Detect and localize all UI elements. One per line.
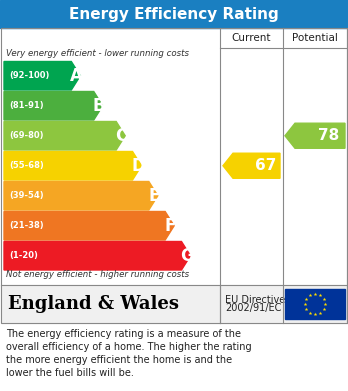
Text: (81-91): (81-91) [9, 101, 44, 110]
Text: Not energy efficient - higher running costs: Not energy efficient - higher running co… [6, 270, 189, 279]
Bar [285, 289, 345, 319]
Text: The energy efficiency rating is a measure of the: The energy efficiency rating is a measur… [6, 329, 241, 339]
Polygon shape [4, 212, 174, 240]
Text: G: G [180, 247, 194, 265]
Polygon shape [285, 123, 345, 148]
Text: lower the fuel bills will be.: lower the fuel bills will be. [6, 368, 134, 378]
Text: Energy Efficiency Rating: Energy Efficiency Rating [69, 7, 279, 22]
Text: overall efficiency of a home. The higher the rating: overall efficiency of a home. The higher… [6, 342, 252, 352]
Text: EU Directive: EU Directive [225, 295, 285, 305]
Text: (69-80): (69-80) [9, 131, 44, 140]
Text: (21-38): (21-38) [9, 221, 44, 230]
Bar [1, 28, 347, 323]
Text: 67: 67 [255, 158, 277, 173]
Polygon shape [4, 122, 125, 150]
Text: (55-68): (55-68) [9, 161, 44, 170]
Text: C: C [116, 127, 128, 145]
Text: England & Wales: England & Wales [8, 295, 179, 313]
Text: Current: Current [232, 33, 271, 43]
Text: A: A [70, 67, 83, 85]
Text: E: E [149, 187, 160, 205]
Bar [0, 0, 348, 28]
Text: 78: 78 [318, 128, 340, 143]
Text: (1-20): (1-20) [9, 251, 38, 260]
Text: D: D [131, 157, 145, 175]
Text: (92-100): (92-100) [9, 71, 49, 80]
Polygon shape [4, 181, 158, 210]
Text: (39-54): (39-54) [9, 191, 44, 200]
Polygon shape [223, 153, 280, 178]
Polygon shape [4, 91, 103, 120]
Polygon shape [4, 151, 142, 180]
Text: the more energy efficient the home is and the: the more energy efficient the home is an… [6, 355, 232, 365]
Text: Potential: Potential [292, 33, 338, 43]
Text: F: F [165, 217, 176, 235]
Text: Very energy efficient - lower running costs: Very energy efficient - lower running co… [6, 49, 189, 58]
Text: B: B [93, 97, 105, 115]
Text: 2002/91/EC: 2002/91/EC [225, 303, 282, 313]
Polygon shape [4, 242, 190, 270]
Bar [1, 285, 347, 323]
Polygon shape [4, 61, 80, 90]
